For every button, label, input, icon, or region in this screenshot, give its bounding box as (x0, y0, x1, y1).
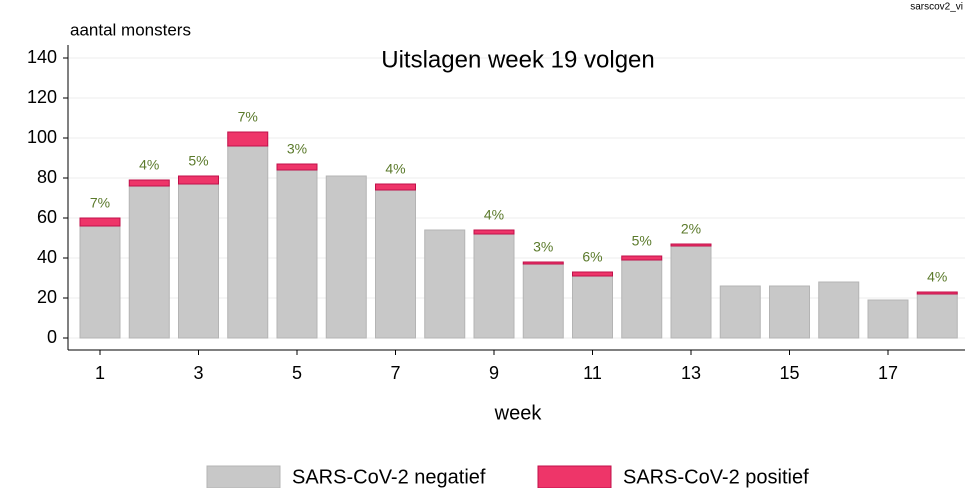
bar-segment (128, 179, 170, 187)
bar-segment (473, 233, 515, 339)
y-tick-label: 80 (37, 167, 57, 187)
x-tick-label: 15 (779, 363, 799, 383)
percent-label: 4% (139, 157, 159, 173)
y-tick-label: 140 (27, 47, 57, 67)
bar-segment (867, 299, 909, 339)
bar-segment (522, 263, 564, 339)
bar-segment (621, 255, 663, 261)
bar-segment (79, 217, 121, 227)
bar-segment (670, 243, 712, 247)
percent-label: 5% (188, 153, 208, 169)
x-tick-label: 11 (583, 363, 602, 383)
percent-label: 6% (582, 249, 602, 265)
x-tick-label: 1 (95, 363, 105, 383)
x-tick-label: 9 (489, 363, 499, 383)
bar-segment (522, 261, 564, 265)
bar-segment (276, 169, 318, 339)
y-tick-label: 120 (27, 87, 57, 107)
bar-segment (424, 229, 466, 339)
percent-label: 4% (385, 161, 405, 177)
percent-label: 7% (238, 109, 258, 125)
y-tick-label: 20 (37, 287, 57, 307)
bar-segment (178, 183, 219, 339)
bar-segment (818, 281, 860, 339)
chart-title: Uitslagen week 19 volgen (381, 46, 655, 73)
bar-segment (572, 275, 613, 339)
x-tick-label: 13 (681, 363, 701, 383)
bar-segment (916, 293, 958, 339)
bar-segment (719, 285, 761, 339)
x-tick-label: 17 (878, 363, 898, 383)
bar-segment (227, 131, 269, 147)
bar-segment (572, 271, 613, 277)
corner-label: sarscov2_vi (910, 2, 963, 13)
y-tick-label: 0 (47, 327, 57, 347)
x-axis-label: week (494, 402, 543, 424)
bar-segment (276, 163, 318, 171)
percent-label: 4% (484, 207, 504, 223)
legend-swatch (537, 465, 612, 488)
y-tick-label: 100 (27, 127, 57, 147)
bar-segment (178, 175, 219, 185)
x-tick-label: 3 (193, 363, 203, 383)
x-tick-label: 7 (390, 363, 400, 383)
y-tick-label: 40 (37, 247, 57, 267)
percent-label: 5% (632, 233, 652, 249)
percent-label: 3% (287, 141, 307, 157)
percent-label: 2% (681, 221, 701, 237)
legend-label: SARS-CoV-2 positief (623, 466, 809, 488)
legend-label: SARS-CoV-2 negatief (292, 466, 486, 488)
bar-segment (325, 175, 367, 339)
bar-segment (79, 225, 121, 339)
legend-swatch (206, 465, 281, 488)
bar-segment (621, 259, 663, 339)
percent-label: 7% (90, 195, 110, 211)
percent-label: 3% (533, 239, 553, 255)
x-tick-label: 5 (292, 363, 302, 383)
bar-segment (375, 183, 416, 191)
bar-segment (769, 285, 810, 339)
bar-segment (670, 245, 712, 339)
bar-segment (916, 291, 958, 295)
bar-segment (473, 229, 515, 235)
y-axis-label: aantal monsters (70, 20, 191, 39)
bar-segment (375, 189, 416, 339)
bar-segment (128, 185, 170, 339)
percent-label: 4% (927, 269, 947, 285)
bar-segment (227, 145, 269, 339)
y-tick-label: 60 (37, 207, 57, 227)
